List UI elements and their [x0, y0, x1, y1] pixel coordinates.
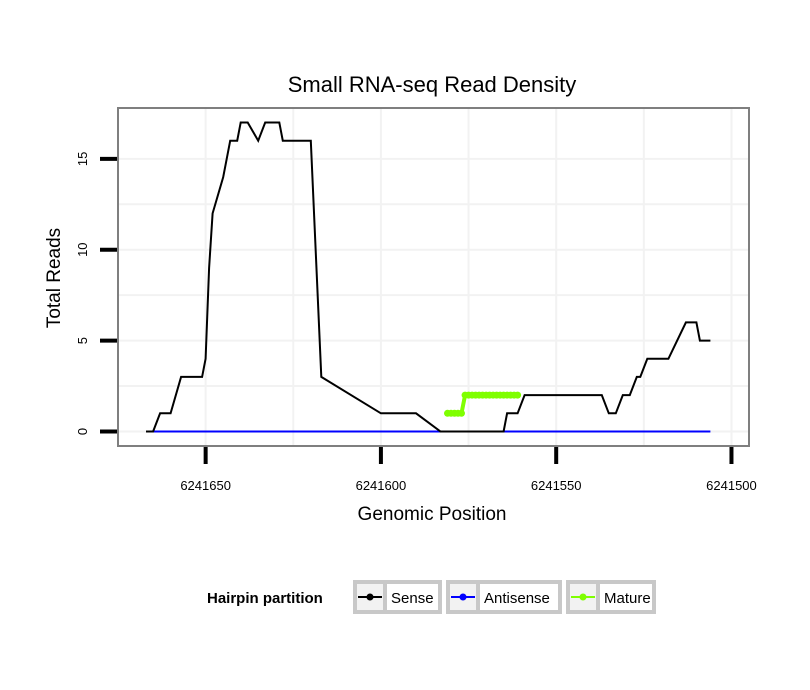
legend-key-point	[579, 593, 587, 601]
legend-title: Hairpin partition	[207, 590, 323, 607]
y-tick-label: 10	[75, 242, 90, 256]
x-axis: 6241650 6241600 6241550 6241500	[180, 447, 757, 493]
legend-key-point	[459, 593, 467, 601]
y-tick-label: 0	[75, 428, 90, 435]
legend: Hairpin partition Sense Antisense Mature	[207, 580, 656, 614]
legend-label-box	[596, 580, 656, 614]
legend-item-antisense: Antisense	[446, 580, 562, 614]
x-tick-label: 6241500	[706, 478, 757, 493]
legend-key-point	[366, 593, 374, 601]
legend-item-mature: Mature	[566, 580, 656, 614]
mature-point	[514, 391, 522, 399]
y-axis: 0 5 10 15	[75, 152, 117, 435]
legend-item-sense: Sense	[353, 580, 442, 614]
series-line-sense	[146, 121, 711, 433]
plot-panel	[117, 107, 750, 447]
legend-label: Sense	[391, 590, 434, 607]
x-tick-label: 6241600	[356, 478, 407, 493]
plot-border	[117, 107, 750, 447]
legend-items: Sense Antisense Mature	[353, 580, 656, 614]
mature-point	[458, 409, 465, 417]
series-layer	[146, 121, 711, 433]
x-tick-label: 6241550	[531, 478, 582, 493]
legend-label-box	[476, 580, 562, 614]
legend-label: Antisense	[484, 590, 550, 607]
legend-label-box	[383, 580, 442, 614]
y-tick-label: 5	[75, 337, 90, 344]
x-tick-label: 6241650	[180, 478, 231, 493]
legend-label: Mature	[604, 590, 651, 607]
y-axis-label: Total Reads	[44, 228, 65, 328]
x-axis-label: Genomic Position	[358, 504, 507, 525]
chart-title: Small RNA-seq Read Density	[288, 72, 577, 97]
y-tick-label: 15	[75, 152, 90, 166]
